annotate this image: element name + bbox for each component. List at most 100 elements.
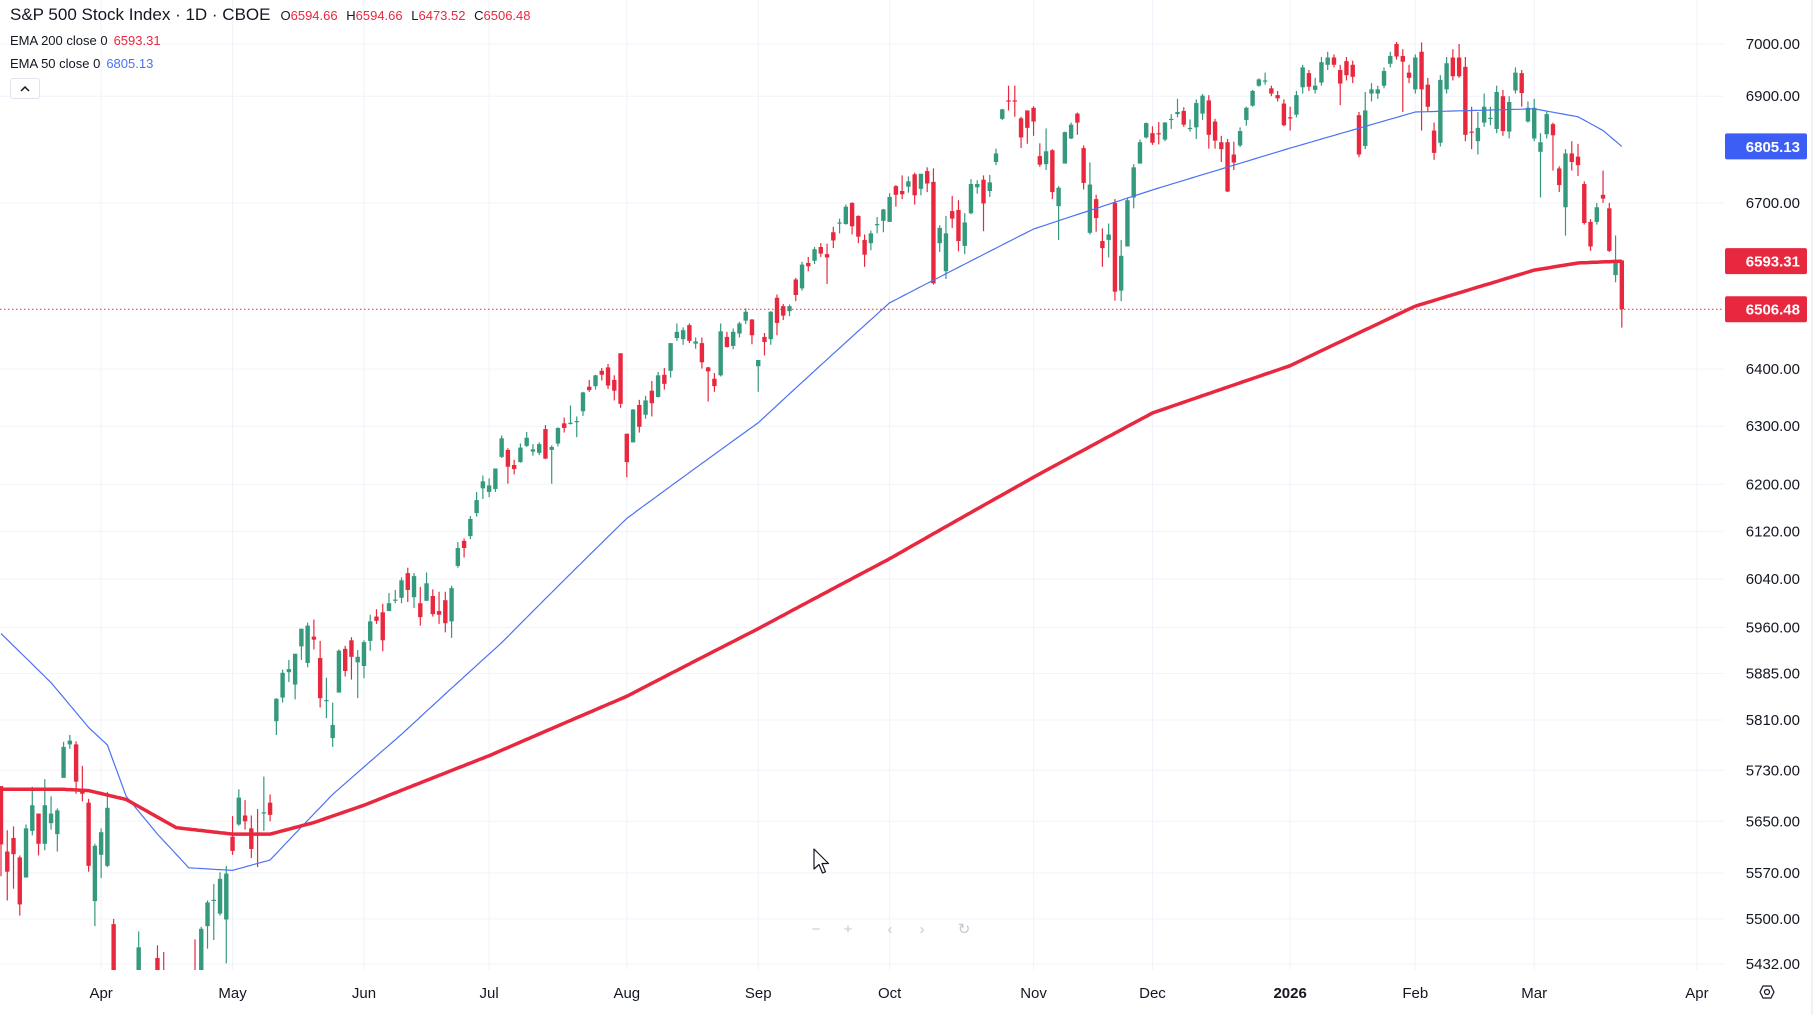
candle xyxy=(724,331,730,348)
candle-body xyxy=(1356,115,1362,155)
candle xyxy=(1400,49,1405,113)
candle xyxy=(86,798,91,872)
candle-body xyxy=(831,232,836,241)
candle xyxy=(1137,139,1143,164)
candle-body xyxy=(73,744,79,782)
candle-body xyxy=(1506,101,1512,132)
candle xyxy=(1075,112,1080,135)
candle xyxy=(274,698,279,735)
zoom-out-button[interactable]: − xyxy=(811,920,821,938)
candle-body xyxy=(1137,142,1143,164)
candle xyxy=(499,435,504,459)
scroll-left-button[interactable]: ‹ xyxy=(887,920,893,938)
candle-body xyxy=(449,588,454,622)
candle xyxy=(1225,139,1230,193)
time-tick-label: Apr xyxy=(1685,985,1708,1002)
price-tick-label: 6120.00 xyxy=(1746,523,1800,540)
zoom-in-button[interactable]: + xyxy=(843,920,853,938)
candle xyxy=(468,515,473,540)
candle-body xyxy=(1569,153,1574,162)
time-tick-label: Sep xyxy=(745,985,772,1002)
candle-body xyxy=(217,878,223,914)
candle xyxy=(368,614,373,651)
candle xyxy=(918,173,924,196)
price-tick-label: 5500.00 xyxy=(1746,911,1800,928)
candle-body xyxy=(968,184,974,214)
candle xyxy=(655,371,661,398)
candle-body xyxy=(205,902,210,927)
candle-body xyxy=(931,181,936,284)
ema200-legend[interactable]: EMA 200 close 0 6593.31 xyxy=(10,33,536,48)
candle xyxy=(718,323,723,377)
candle xyxy=(1156,122,1161,145)
collapse-legend-button[interactable] xyxy=(10,78,40,99)
candle xyxy=(1513,67,1518,94)
candle-body xyxy=(48,813,54,824)
time-axis[interactable]: Apr May Jun Jul Aug Sep Oct Nov Dec 2026 Feb Mar Apr xyxy=(89,985,1708,1002)
candle-body xyxy=(136,947,141,970)
candle-body xyxy=(774,297,780,323)
candle-body xyxy=(1018,118,1024,138)
candle xyxy=(92,843,98,927)
candle-body xyxy=(1194,103,1199,128)
candle-body xyxy=(1037,156,1043,165)
candle-body xyxy=(956,209,961,242)
candle-body xyxy=(1112,202,1118,292)
price-tick-label: 5730.00 xyxy=(1746,762,1800,779)
candle xyxy=(906,176,911,193)
mouse-cursor-icon xyxy=(813,848,830,874)
price-tick-label: 5810.00 xyxy=(1746,712,1800,729)
candle-body xyxy=(511,465,517,470)
candle-body xyxy=(23,828,29,878)
candle xyxy=(1444,56,1449,94)
candle-body xyxy=(1237,131,1243,146)
candle xyxy=(674,323,680,341)
open-key: O xyxy=(280,8,291,23)
time-tick-label: Oct xyxy=(878,985,902,1002)
candle xyxy=(1450,49,1456,81)
candle-body xyxy=(962,222,967,246)
candle-body xyxy=(61,746,66,778)
candle xyxy=(1256,78,1262,87)
candle-body xyxy=(199,928,204,970)
candle xyxy=(1031,106,1036,136)
candle xyxy=(605,363,611,389)
candle-body xyxy=(881,209,886,221)
candle xyxy=(493,468,498,492)
candle-body xyxy=(324,700,329,702)
candle xyxy=(1394,41,1399,60)
reset-chart-button[interactable]: ↻ xyxy=(957,921,971,938)
price-axis[interactable]: 7000.00 6900.00 6700.00 6400.00 6300.00 6200.… xyxy=(1746,36,1800,973)
time-tick-label: Jun xyxy=(352,985,376,1002)
candle xyxy=(292,653,298,700)
time-tick-label: May xyxy=(218,985,247,1002)
ema50-legend[interactable]: EMA 50 close 0 6805.13 xyxy=(10,56,536,71)
candle-body xyxy=(493,468,498,489)
candle xyxy=(818,243,823,257)
time-tick-label: Dec xyxy=(1139,985,1166,1002)
candle xyxy=(787,304,792,317)
candle-body xyxy=(937,227,942,244)
candle xyxy=(587,379,592,392)
symbol-title[interactable]: S&P 500 Stock Index · 1D · CBOE xyxy=(10,5,271,24)
candle xyxy=(1275,90,1280,102)
candle xyxy=(1206,95,1211,149)
candle xyxy=(449,585,454,638)
candle xyxy=(1012,85,1017,117)
candle xyxy=(624,433,629,478)
candle-body xyxy=(330,724,335,739)
settings-icon[interactable] xyxy=(1757,983,1777,1001)
candle xyxy=(374,609,379,624)
candle xyxy=(568,405,573,425)
candle-body xyxy=(1525,107,1531,122)
candle-body xyxy=(749,319,755,336)
candle xyxy=(1331,54,1337,68)
candle-body xyxy=(98,832,104,855)
candle-body xyxy=(267,802,273,815)
candle xyxy=(61,741,66,778)
candle xyxy=(1431,122,1437,160)
scroll-right-button[interactable]: › xyxy=(919,920,925,938)
candle-body xyxy=(1481,106,1487,123)
candle-body xyxy=(1344,61,1349,76)
